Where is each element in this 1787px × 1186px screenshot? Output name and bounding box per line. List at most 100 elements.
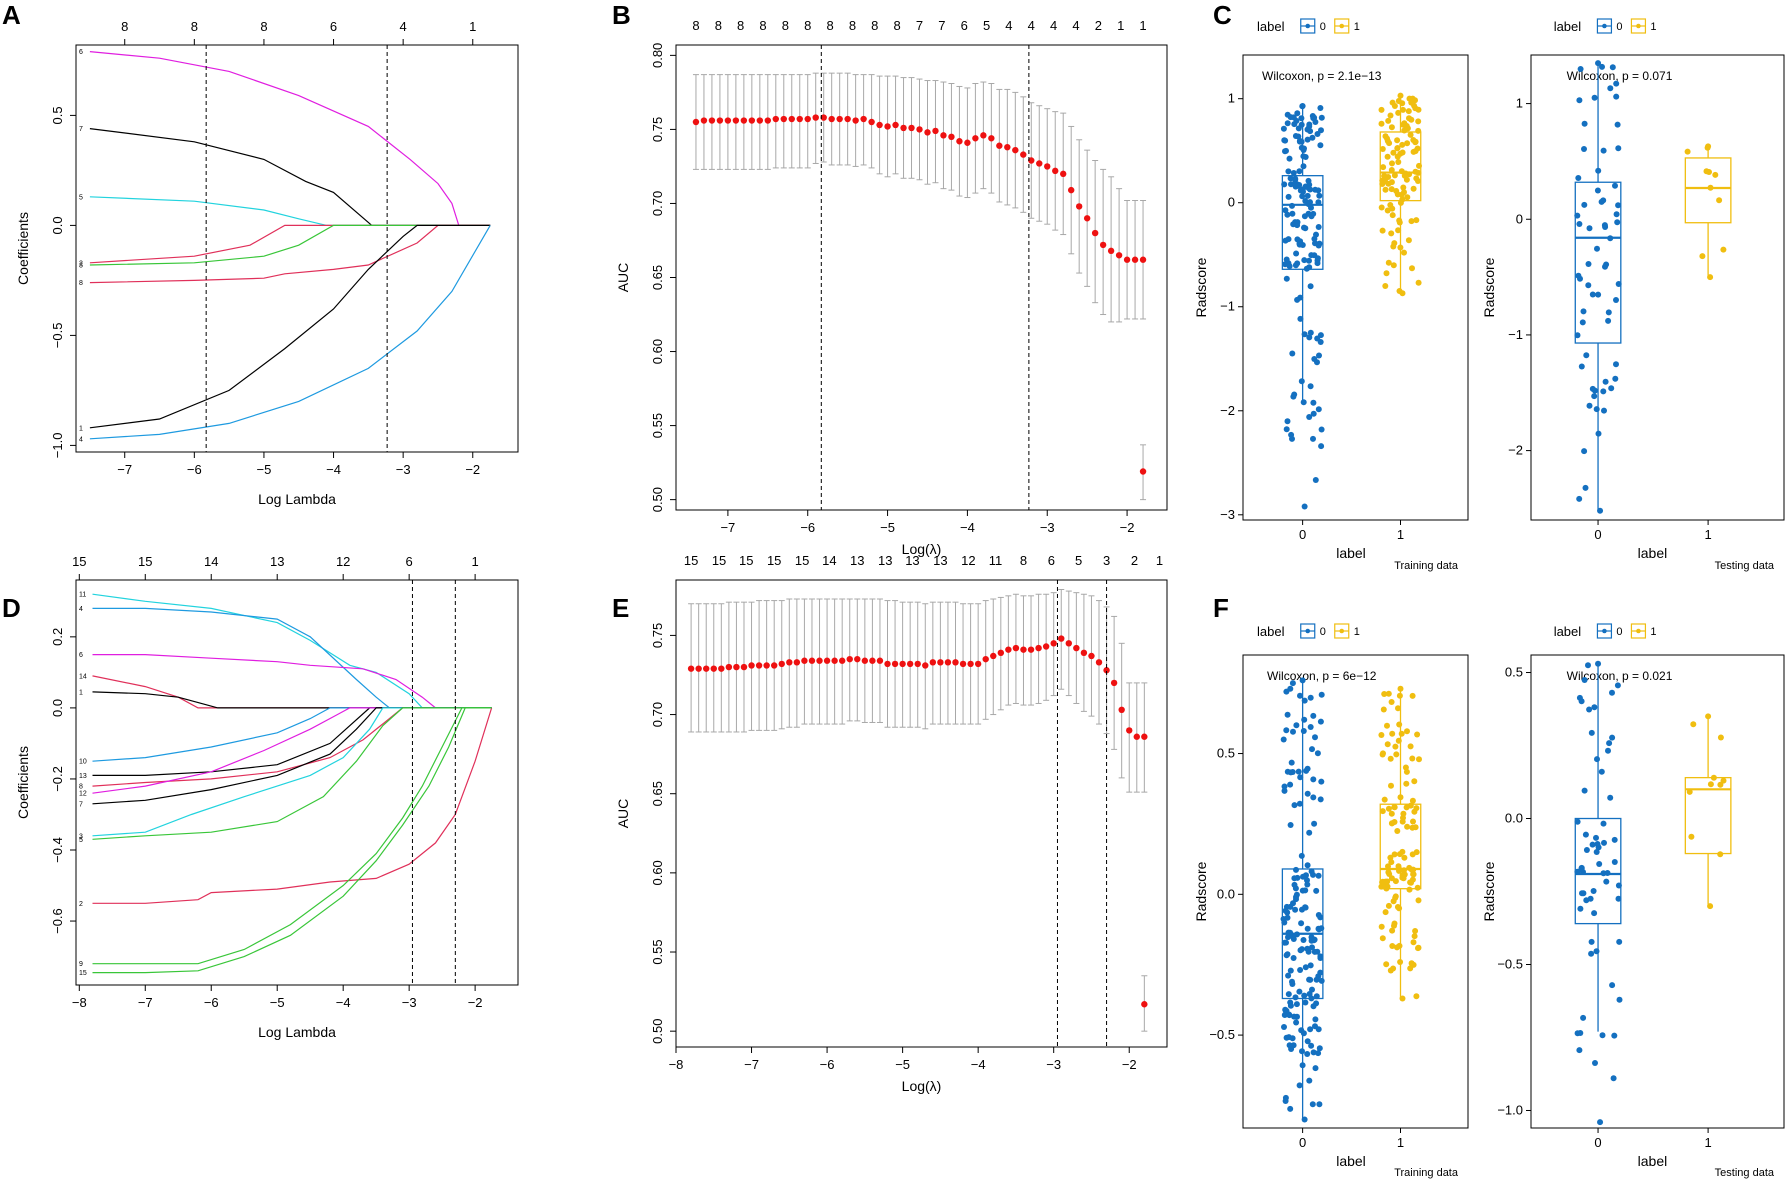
jitter-point (1295, 133, 1302, 140)
y-tick-label: 0 (1516, 211, 1523, 226)
jitter-point (1612, 182, 1618, 189)
jitter-point (1304, 1051, 1311, 1057)
jitter-point (1311, 356, 1318, 362)
jitter-point (1398, 730, 1405, 737)
jitter-point (1605, 309, 1612, 316)
y-tick-label: −3 (1220, 507, 1235, 522)
jitter-point (1609, 689, 1615, 696)
top-tick-label: 14 (204, 554, 218, 569)
jitter-point (1406, 864, 1413, 871)
jitter-point (1316, 240, 1323, 247)
coef-line-5 (89, 196, 491, 226)
x-axis-title: Log Lambda (258, 1024, 336, 1040)
jitter-point (1393, 751, 1400, 758)
jitter-point (1394, 828, 1401, 834)
top-count-label: 1 (1156, 553, 1163, 568)
jitter-point (1398, 168, 1405, 175)
auc-point (804, 115, 811, 123)
y-tick-label: 1 (1516, 96, 1523, 111)
plot-frame (1530, 54, 1785, 521)
jitter-point (1306, 414, 1313, 420)
jitter-point (1289, 978, 1295, 985)
jitter-point-min (1707, 903, 1714, 910)
jitter-point (1285, 934, 1291, 941)
jitter-point (1313, 993, 1320, 1000)
jitter-point (1294, 260, 1301, 267)
coef-line-1 (89, 224, 491, 429)
top-count-label: 8 (826, 18, 833, 33)
auc-point (1050, 640, 1057, 647)
jitter-point (1393, 188, 1400, 194)
jitter-point (1292, 906, 1299, 913)
jitter-point (1285, 168, 1292, 175)
top-count-label: 13 (933, 553, 947, 568)
coef-line-label: 7 (79, 126, 83, 133)
jitter-point (1317, 796, 1324, 803)
jitter-point (1314, 335, 1321, 342)
x-axis-title: Log(λ) (902, 541, 942, 557)
y-tick-label: 0.65 (650, 265, 665, 290)
auc-point (937, 659, 944, 666)
auc-point (868, 118, 875, 126)
jitter-point (1318, 925, 1325, 932)
panel-E-auc-curve: −8 −7 −6 −5 −4 −3 −215 15 15 15 15 14 13 13 13 13 12 11 8 6… (615, 553, 1168, 1094)
y-tick-label: 0.80 (650, 43, 665, 68)
auc-point (1123, 256, 1131, 263)
auc-point (891, 660, 899, 668)
jitter-point (1601, 222, 1608, 229)
legend-label: 1 (1650, 21, 1656, 33)
auc-point (808, 657, 816, 664)
auc-point (876, 121, 883, 129)
jitter-point (1397, 244, 1404, 251)
auc-point (778, 660, 785, 668)
jitter-point (1310, 712, 1317, 719)
jitter-point (1302, 999, 1309, 1006)
auc-point (908, 124, 915, 132)
jitter-point (1314, 255, 1321, 262)
jitter-point (1395, 705, 1401, 712)
jitter-point (1296, 168, 1303, 175)
jitter-point (1415, 178, 1421, 184)
jitter-point (1388, 230, 1395, 237)
jitter-point (1388, 782, 1394, 789)
box-0 (1281, 175, 1324, 270)
jitter-point (1385, 174, 1392, 180)
jitter-point (1281, 919, 1288, 926)
auc-point (692, 118, 700, 126)
jitter-point (1283, 727, 1290, 734)
jitter-point (1589, 841, 1596, 848)
x-axis-title: Log Lambda (258, 491, 336, 507)
jitter-point (1707, 184, 1714, 191)
top-count-label: 15 (684, 553, 698, 568)
jitter-point (1385, 690, 1392, 697)
jitter-point (1281, 783, 1288, 790)
jitter-point (1379, 751, 1386, 758)
jitter-point (1410, 185, 1417, 192)
jitter-point (1590, 888, 1597, 894)
jitter-point (1312, 477, 1319, 483)
top-count-label: 4 (1072, 18, 1079, 33)
jitter-point-min (1399, 995, 1406, 1002)
legend-swatch-dot (1305, 23, 1311, 29)
jitter-point (1315, 224, 1322, 230)
jitter-point (1378, 923, 1385, 930)
auc-point (793, 659, 801, 666)
legend-label: 0 (1616, 21, 1622, 33)
jitter-point (1286, 155, 1293, 162)
jitter-point (1600, 388, 1607, 395)
jitter-point (1312, 240, 1318, 247)
y-tick-label: 0.70 (650, 702, 665, 727)
auc-point (1058, 635, 1065, 642)
plot-frame (1530, 654, 1785, 1129)
coef-line-label: 12 (79, 791, 87, 798)
auc-point (922, 662, 929, 669)
jitter-point (1601, 839, 1607, 846)
jitter-point (1385, 805, 1392, 812)
jitter-point (1576, 221, 1583, 227)
jitter-point (1582, 831, 1589, 838)
jitter-point (1613, 211, 1620, 218)
x-tick-label: −6 (204, 995, 219, 1010)
coef-line-6 (92, 653, 492, 709)
jitter-point (1586, 225, 1593, 232)
jitter-point (1390, 149, 1397, 156)
